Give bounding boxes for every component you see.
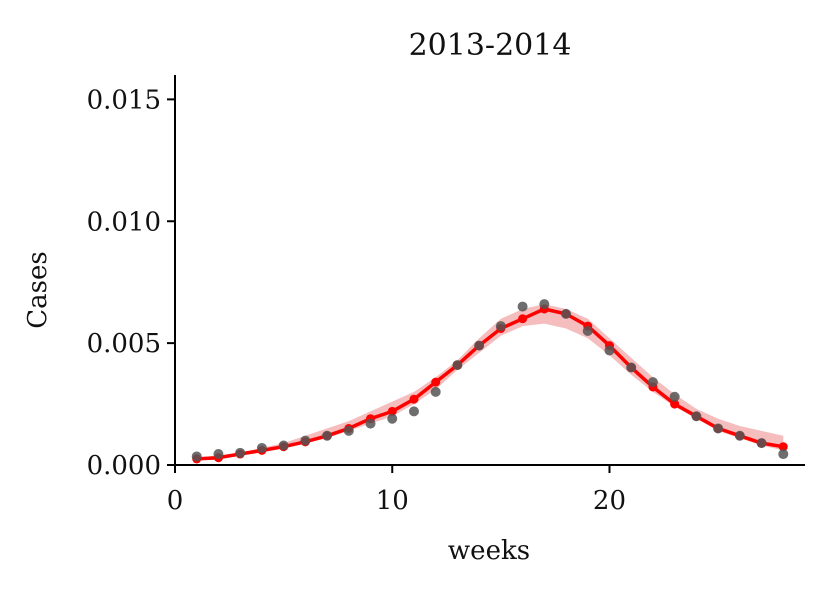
y-tick-label: 0.010 bbox=[87, 207, 161, 237]
fit-point bbox=[409, 394, 419, 404]
observed-point bbox=[669, 391, 680, 402]
observed-point bbox=[691, 411, 702, 422]
ticks: 0.000 0.005 0.010 0.015 0 10 20 bbox=[87, 85, 626, 516]
fit-series-layer bbox=[192, 304, 788, 464]
observed-point bbox=[626, 362, 637, 373]
fit-point bbox=[431, 377, 441, 387]
observed-point bbox=[213, 449, 224, 460]
observed-point bbox=[278, 440, 289, 451]
confidence-band bbox=[196, 304, 784, 461]
observed-point bbox=[343, 425, 354, 436]
x-axis-title: weeks bbox=[448, 536, 530, 566]
observed-point bbox=[300, 435, 311, 446]
observed-point bbox=[387, 413, 398, 424]
y-tick-label: 0.000 bbox=[87, 451, 161, 481]
observed-point bbox=[191, 451, 202, 462]
observed-point bbox=[734, 430, 745, 441]
observed-point bbox=[582, 325, 593, 336]
observed-series-layer bbox=[191, 299, 789, 462]
y-tick-label: 0.015 bbox=[87, 85, 161, 115]
observed-point bbox=[495, 321, 506, 332]
fit-point bbox=[387, 406, 397, 416]
observed-point bbox=[756, 438, 767, 449]
observed-point bbox=[235, 447, 246, 458]
y-tick-label: 0.005 bbox=[87, 329, 161, 359]
chart-title: 2013-2014 bbox=[409, 28, 572, 63]
observed-point bbox=[539, 299, 550, 310]
y-axis-title: Cases bbox=[23, 251, 53, 328]
observed-point bbox=[322, 430, 333, 441]
x-tick-label: 0 bbox=[167, 486, 184, 516]
observed-point bbox=[452, 360, 463, 371]
axes bbox=[174, 75, 805, 466]
observed-point bbox=[517, 301, 528, 312]
observed-point bbox=[365, 418, 376, 429]
fit-point bbox=[518, 314, 528, 324]
observed-point bbox=[474, 340, 485, 351]
observed-point bbox=[647, 377, 658, 388]
fit-point bbox=[778, 442, 788, 452]
fit-line bbox=[196, 307, 784, 461]
observed-point bbox=[778, 449, 789, 460]
observed-point bbox=[256, 442, 267, 453]
x-tick-label: 20 bbox=[593, 486, 626, 516]
fit-point bbox=[670, 399, 680, 409]
observed-point bbox=[604, 345, 615, 356]
observed-point bbox=[430, 386, 441, 397]
confidence-band-layer bbox=[196, 304, 784, 461]
x-tick-label: 10 bbox=[376, 486, 409, 516]
observed-point bbox=[561, 308, 572, 319]
observed-point bbox=[713, 423, 724, 434]
observed-point bbox=[408, 406, 419, 417]
